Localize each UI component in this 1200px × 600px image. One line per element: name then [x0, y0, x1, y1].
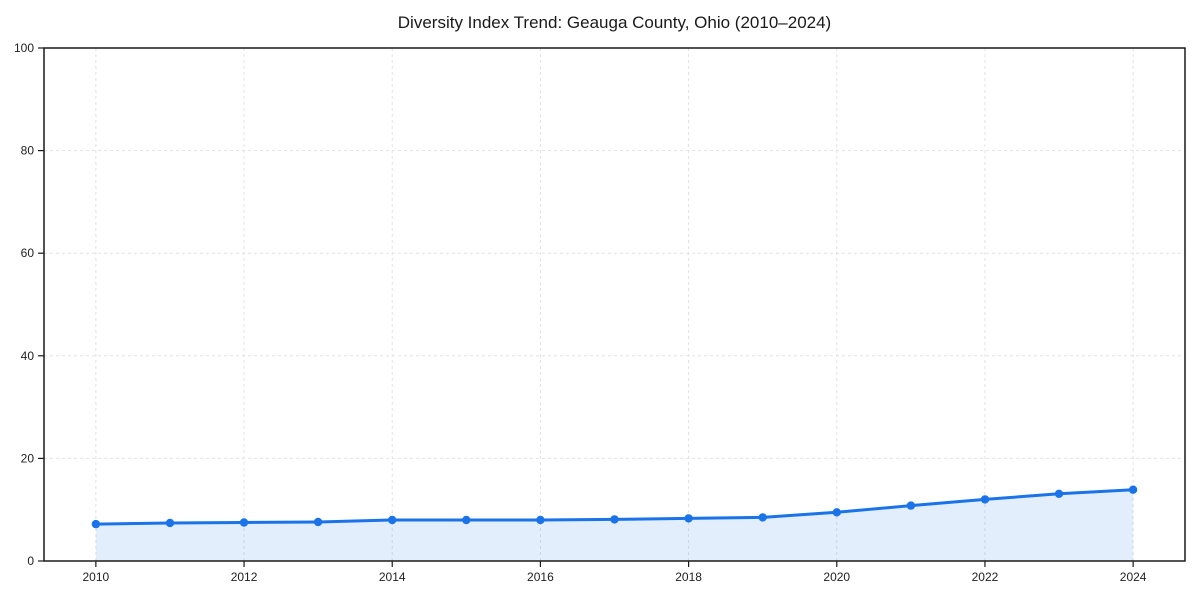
data-point-marker — [1054, 489, 1064, 498]
x-axis-tick-label: 2022 — [972, 570, 999, 584]
data-point-marker — [462, 515, 471, 525]
data-point-marker — [388, 515, 397, 525]
data-point-marker — [239, 518, 249, 527]
data-point-marker — [832, 508, 841, 517]
data-point-marker — [610, 515, 619, 524]
x-axis-tick-label: 2012 — [231, 570, 258, 584]
data-point-marker — [165, 518, 175, 528]
plot-border — [43, 47, 1186, 562]
chart-title: Diversity Index Trend: Geauga County, Oh… — [397, 13, 832, 32]
x-axis-tick-label: 2020 — [823, 570, 850, 584]
y-axis-tick-label: 60 — [21, 246, 35, 260]
x-axis-tick-label: 2024 — [1120, 570, 1147, 584]
data-point-marker — [536, 515, 545, 525]
x-axis-tick-label: 2010 — [83, 570, 110, 584]
data-point-marker — [1128, 485, 1138, 494]
y-axis-tick-label: 80 — [21, 144, 35, 158]
x-axis-tick-label: 2014 — [379, 570, 406, 584]
x-axis-tick-label: 2016 — [527, 570, 554, 584]
data-point-marker — [980, 495, 990, 504]
y-axis-tick-label: 0 — [27, 554, 34, 568]
data-point-marker — [906, 501, 916, 510]
data-point-marker — [684, 514, 693, 523]
data-point-marker — [91, 519, 101, 529]
x-axis-tick-label: 2018 — [675, 570, 702, 584]
trend-area-fill — [95, 489, 1134, 561]
y-axis-tick-label: 100 — [14, 41, 34, 55]
y-axis-tick-label: 40 — [21, 349, 35, 363]
y-axis-tick-label: 20 — [21, 451, 35, 465]
data-point-marker — [313, 517, 323, 527]
data-point-marker — [758, 513, 767, 522]
